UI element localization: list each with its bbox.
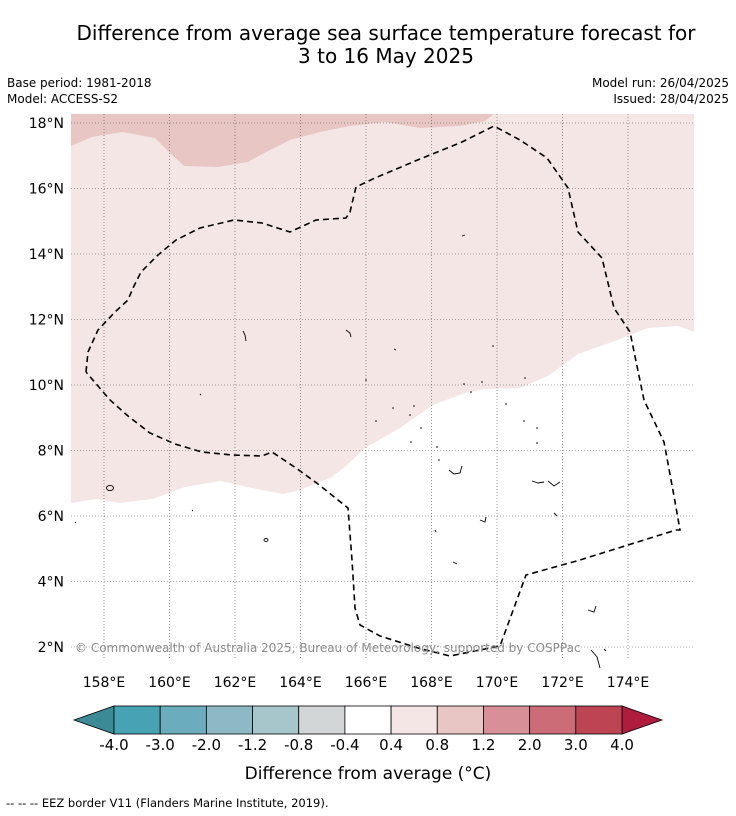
colorbar [72, 705, 664, 735]
colorbar-extend-high [621, 705, 664, 735]
latitude-tick-label: 2°N [38, 640, 64, 656]
longitude-tick-label: 162°E [214, 675, 257, 691]
latitude-tick-label: 8°N [38, 444, 64, 460]
eez-legend-note: -- -- -- EEZ border V11 (Flanders Marine… [6, 796, 329, 810]
colorbar-tick-label: 0.4 [379, 736, 404, 754]
longitude-tick-label: 158°E [83, 675, 126, 691]
latitude-tick-label: 18°N [29, 116, 64, 132]
latitude-labels: 18°N 16°N 14°N 12°N 10°N 8°N 6°N 4°N 2°N [29, 116, 64, 656]
longitude-tick-label: 172°E [541, 675, 584, 691]
colorbar-swatch [483, 705, 531, 735]
latitude-tick-label: 4°N [38, 575, 64, 591]
latitude-tick-label: 10°N [29, 378, 64, 394]
colorbar-swatch [298, 705, 346, 735]
latitude-tick-label: 12°N [29, 313, 64, 329]
model-name: Model: ACCESS-S2 [7, 92, 119, 106]
anomaly-region-light [71, 114, 694, 503]
colorbar-swatch [252, 705, 300, 735]
colorbar-tick-label: 1.2 [471, 736, 496, 754]
longitude-tick-label: 164°E [279, 675, 322, 691]
longitude-tick-label: 160°E [148, 675, 191, 691]
colorbar-swatch [113, 705, 161, 735]
islands [74, 234, 607, 669]
colorbar-swatch [529, 705, 577, 735]
colorbar-title: Difference from average (°C) [244, 764, 492, 784]
colorbar-swatch [390, 705, 438, 735]
longitude-tick-label: 174°E [607, 675, 650, 691]
map-gridlines [71, 114, 694, 658]
base-period: Base period: 1981-2018 [7, 76, 152, 90]
colorbar-swatch [575, 705, 623, 735]
colorbar-swatch [344, 705, 392, 735]
colorbar-tick-label: -1.2 [237, 736, 268, 754]
latitude-tick-label: 16°N [29, 182, 64, 198]
colorbar-extend-low [72, 705, 115, 735]
meta-right: Model run: 26/04/2025 Issued: 28/04/2025 [592, 75, 729, 107]
anomaly-region-medium [71, 114, 494, 167]
colorbar-swatch [436, 705, 484, 735]
colorbar-tick-label: -2.0 [191, 736, 221, 754]
colorbar-tick-label: -4.0 [99, 736, 129, 754]
sst-anomaly-map: 18°N 16°N 14°N 12°N 10°N 8°N 6°N 4°N 2°N 158°E 16… [29, 114, 694, 735]
model-run: Model run: 26/04/2025 [591, 76, 729, 90]
copyright-notice: © Commonwealth of Australia 2025, Bureau… [75, 641, 581, 655]
colorbar-tick-label: 0.8 [425, 736, 450, 754]
eez-border [85, 125, 681, 657]
colorbar-tick-label: 4.0 [610, 736, 634, 754]
colorbar-swatch [159, 705, 207, 735]
colorbar-tick-label: 3.0 [563, 736, 588, 754]
title-line-2: 3 to 16 May 2025 [298, 44, 474, 68]
meta-left: Base period: 1981-2018 Model: ACCESS-S2 [7, 75, 152, 107]
issued-date: Issued: 28/04/2025 [613, 92, 729, 106]
colorbar-tick-label: -0.8 [284, 736, 314, 754]
colorbar-swatch [205, 705, 253, 735]
longitude-labels: 158°E 160°E 162°E 164°E 166°E 168°E 170°E 172°E… [83, 675, 650, 691]
colorbar-tick-label: -0.4 [330, 736, 360, 754]
chart-title: Difference from average sea surface temp… [40, 22, 732, 68]
title-line-1: Difference from average sea surface temp… [76, 21, 696, 45]
atoll-dots [365, 345, 538, 461]
latitude-tick-label: 6°N [38, 509, 64, 525]
colorbar-tick-label: -3.0 [145, 736, 175, 754]
longitude-tick-label: 168°E [410, 675, 453, 691]
longitude-tick-label: 166°E [345, 675, 388, 691]
longitude-tick-label: 170°E [476, 675, 519, 691]
colorbar-tick-label: 2.0 [517, 736, 542, 754]
latitude-tick-label: 14°N [29, 247, 64, 263]
